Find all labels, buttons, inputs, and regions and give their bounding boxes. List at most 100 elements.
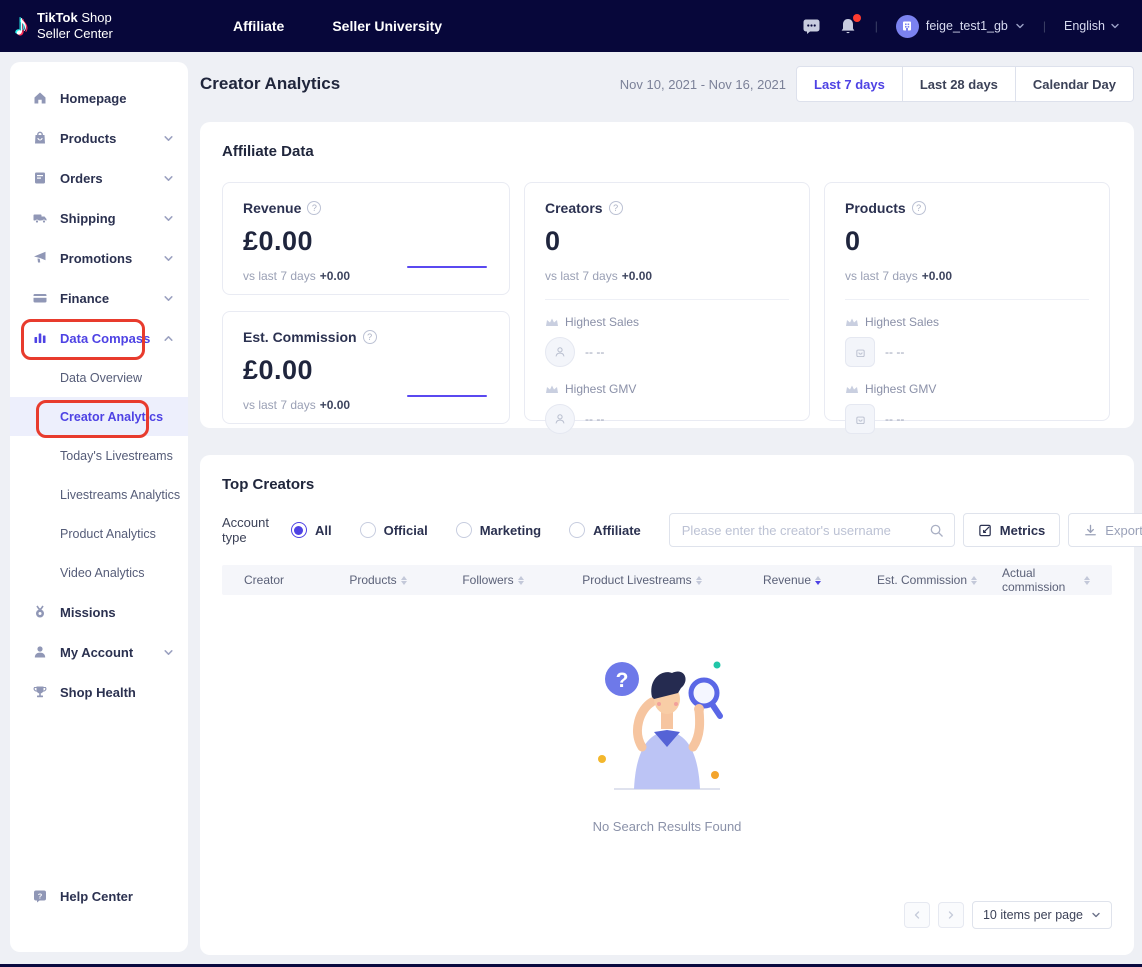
sort-icon[interactable] <box>1084 575 1090 585</box>
account-type-label: Account type <box>222 515 269 545</box>
nav-link-affiliate[interactable]: Affiliate <box>233 18 285 34</box>
sidebar: Homepage Products Orders Shipping Promot… <box>10 62 188 952</box>
sidebar-item-finance[interactable]: Finance <box>10 278 188 318</box>
sidebar-item-products[interactable]: Products <box>10 118 188 158</box>
column-revenue[interactable]: Revenue <box>732 573 852 587</box>
sidebar-item-my-account[interactable]: My Account <box>10 632 188 672</box>
compare-value: +0.00 <box>621 269 653 283</box>
chevron-down-icon <box>163 133 174 144</box>
compare-label: vs last 7 days <box>545 269 618 283</box>
revenue-value: £0.00 <box>243 226 314 256</box>
sort-icon[interactable] <box>971 575 978 585</box>
sidebar-subitem-product-analytics[interactable]: Product Analytics <box>10 514 188 553</box>
est-commission-value: £0.00 <box>243 355 314 385</box>
products-stat-card: Products ? 0 vs last 7 days +0.00 Highes… <box>824 182 1110 434</box>
radio-icon <box>359 522 376 538</box>
sidebar-subitem-creator-analytics[interactable]: Creator Analytics <box>10 397 188 436</box>
brand-line1-bold: TikTok <box>37 9 78 25</box>
radio-label: Marketing <box>479 522 542 538</box>
sidebar-subitem-data-overview[interactable]: Data Overview <box>10 358 188 397</box>
creator-search-input[interactable] <box>681 522 929 538</box>
empty-value: -- -- <box>585 412 605 426</box>
user-menu[interactable]: feige_test1_gb <box>895 14 1025 38</box>
bag-icon <box>32 130 48 146</box>
radio-account-type-all[interactable]: All <box>290 522 332 538</box>
help-question-icon[interactable]: ? <box>362 330 377 344</box>
nav-link-seller-university[interactable]: Seller University <box>332 18 443 34</box>
subitem-label: Livestreams Analytics <box>60 487 181 502</box>
metrics-button[interactable]: Metrics <box>962 513 1061 547</box>
column-actual-commission[interactable]: Actual commission <box>1002 566 1112 594</box>
sidebar-item-homepage[interactable]: Homepage <box>10 78 188 118</box>
radio-account-type-marketing[interactable]: Marketing <box>455 522 542 538</box>
compare-value: +0.00 <box>319 398 351 412</box>
chevron-down-icon <box>1016 23 1024 29</box>
sort-icon[interactable] <box>517 575 524 585</box>
card-icon <box>32 290 48 306</box>
radio-account-type-affiliate[interactable]: Affiliate <box>569 522 641 538</box>
main-content: Creator Analytics Nov 10, 2021 - Nov 16,… <box>200 62 1142 955</box>
radio-icon <box>455 522 472 538</box>
chat-icon[interactable] <box>802 17 821 36</box>
column-est-commission[interactable]: Est. Commission <box>852 573 1002 587</box>
sidebar-item-orders[interactable]: Orders <box>10 158 188 198</box>
empty-value: -- -- <box>885 412 905 426</box>
est-commission-stat-card: Est. Commission ? £0.00 vs last 7 days +… <box>222 311 510 424</box>
brand-text: TikTok Shop Seller Center <box>37 10 113 43</box>
help-question-icon[interactable]: ? <box>911 201 926 215</box>
pagination: 10 items per page <box>903 901 1112 929</box>
sidebar-item-label: Orders <box>60 170 103 186</box>
search-icon[interactable] <box>929 523 944 538</box>
column-product-livestreams[interactable]: Product Livestreams <box>552 573 732 587</box>
sidebar-item-help-center[interactable]: ? Help Center <box>10 876 188 916</box>
sort-icon-active-desc[interactable] <box>815 575 822 585</box>
crown-icon <box>846 318 858 326</box>
sidebar-item-shipping[interactable]: Shipping <box>10 198 188 238</box>
subitem-label: Today's Livestreams <box>60 448 173 463</box>
export-button[interactable]: Export <box>1068 513 1142 547</box>
topbar-divider: | <box>874 19 878 33</box>
sidebar-item-promotions[interactable]: Promotions <box>10 238 188 278</box>
sort-icon[interactable] <box>695 575 702 585</box>
products-value: 0 <box>845 226 861 256</box>
creators-value: 0 <box>545 226 561 256</box>
help-question-icon[interactable]: ? <box>608 201 623 215</box>
radio-account-type-official[interactable]: Official <box>359 522 428 538</box>
notification-bell-icon[interactable] <box>839 13 861 36</box>
radio-label: Affiliate <box>593 522 641 538</box>
column-products[interactable]: Products <box>322 573 434 587</box>
range-button-calendar-day[interactable]: Calendar Day <box>1015 66 1134 102</box>
sidebar-subitem-todays-livestreams[interactable]: Today's Livestreams <box>10 436 188 475</box>
range-button-last-7-days[interactable]: Last 7 days <box>796 66 903 102</box>
sidebar-item-label: Missions <box>60 604 116 620</box>
sidebar-item-missions[interactable]: Missions <box>10 592 188 632</box>
highest-gmv-label: Highest GMV <box>565 382 637 396</box>
highest-sales-label: Highest Sales <box>865 315 940 329</box>
sidebar-item-data-compass[interactable]: Data Compass <box>10 318 188 358</box>
range-button-last-28-days[interactable]: Last 28 days <box>902 66 1016 102</box>
empty-value: -- -- <box>885 345 905 359</box>
bag-icon <box>855 416 865 424</box>
sidebar-item-shop-health[interactable]: Shop Health <box>10 672 188 712</box>
sort-icon[interactable] <box>400 575 407 585</box>
next-page-button[interactable] <box>937 902 964 928</box>
sidebar-subitem-video-analytics[interactable]: Video Analytics <box>10 553 188 592</box>
subitem-label: Creator Analytics <box>60 409 164 424</box>
creator-avatar-placeholder <box>545 404 575 434</box>
column-followers[interactable]: Followers <box>434 573 552 587</box>
tiktok-logo-icon: ♪ <box>14 9 29 42</box>
chevron-right-icon <box>948 911 954 919</box>
prev-page-button[interactable] <box>903 902 930 928</box>
top-nav-links: Affiliate Seller University <box>233 18 442 34</box>
chevron-down-icon <box>1092 912 1100 918</box>
date-range-text: Nov 10, 2021 - Nov 16, 2021 <box>619 76 787 92</box>
sidebar-subitem-livestreams-analytics[interactable]: Livestreams Analytics <box>10 475 188 514</box>
radio-label: Official <box>383 522 428 538</box>
items-per-page-select[interactable]: 10 items per page <box>971 901 1112 929</box>
help-question-icon[interactable]: ? <box>307 201 322 215</box>
language-selector[interactable]: English <box>1064 19 1120 33</box>
brand-logo[interactable]: ♪ TikTok Shop Seller Center <box>0 10 215 43</box>
compare-label: vs last 7 days <box>243 398 316 412</box>
no-results-illustration: ? <box>598 661 723 790</box>
trophy-icon <box>32 684 48 700</box>
